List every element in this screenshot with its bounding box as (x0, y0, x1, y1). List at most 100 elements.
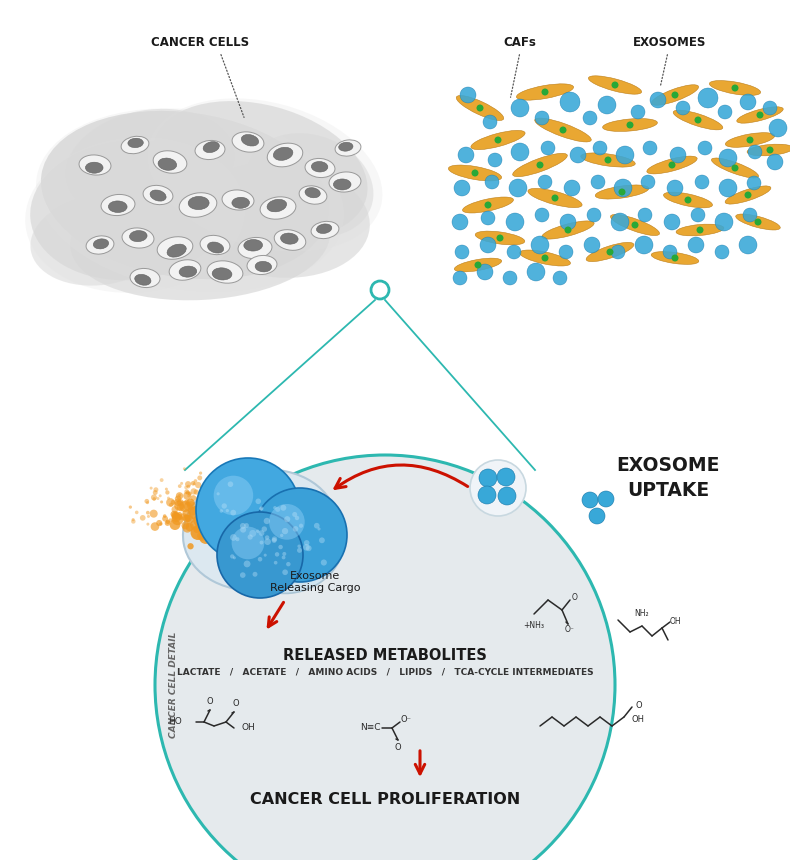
Circle shape (488, 153, 502, 167)
Circle shape (591, 175, 605, 189)
Ellipse shape (471, 131, 525, 150)
Ellipse shape (454, 258, 502, 272)
Circle shape (201, 518, 213, 529)
Circle shape (177, 499, 184, 506)
Text: LACTATE   /   ACETATE   /   AMINO ACIDS   /   LIPIDS   /   TCA-CYCLE INTERMEDIAT: LACTATE / ACETATE / AMINO ACIDS / LIPIDS… (177, 667, 593, 677)
Ellipse shape (267, 200, 287, 212)
Circle shape (319, 538, 325, 544)
Text: O⁻: O⁻ (565, 625, 575, 635)
Ellipse shape (595, 185, 649, 199)
Circle shape (265, 538, 271, 545)
Circle shape (483, 115, 497, 129)
Circle shape (748, 145, 762, 159)
Circle shape (535, 208, 549, 222)
Circle shape (211, 525, 220, 535)
Circle shape (201, 505, 208, 511)
Circle shape (507, 245, 521, 259)
Ellipse shape (651, 252, 699, 264)
Circle shape (193, 482, 196, 485)
Circle shape (227, 491, 231, 496)
Circle shape (194, 489, 199, 494)
Circle shape (255, 499, 261, 504)
Ellipse shape (85, 163, 103, 173)
Circle shape (195, 482, 201, 488)
Circle shape (129, 506, 132, 509)
Ellipse shape (122, 228, 154, 248)
Circle shape (132, 518, 135, 521)
Polygon shape (205, 490, 235, 540)
Circle shape (560, 214, 576, 230)
Circle shape (202, 507, 206, 512)
Circle shape (282, 556, 285, 559)
Circle shape (216, 522, 228, 533)
Ellipse shape (274, 230, 306, 250)
Ellipse shape (725, 132, 775, 147)
Circle shape (614, 179, 632, 197)
Circle shape (536, 162, 544, 169)
Circle shape (284, 516, 290, 522)
Ellipse shape (255, 261, 272, 272)
Circle shape (495, 137, 502, 144)
Ellipse shape (652, 85, 698, 105)
Circle shape (171, 513, 183, 525)
Circle shape (218, 494, 222, 498)
Circle shape (205, 480, 210, 484)
Ellipse shape (542, 221, 594, 239)
Circle shape (230, 517, 242, 529)
Circle shape (221, 499, 227, 505)
Circle shape (171, 513, 181, 522)
Circle shape (503, 271, 517, 285)
FancyArrowPatch shape (335, 465, 468, 488)
Ellipse shape (589, 76, 641, 95)
Circle shape (179, 494, 181, 497)
Ellipse shape (449, 165, 502, 181)
Circle shape (744, 192, 751, 199)
Circle shape (213, 506, 218, 511)
Circle shape (182, 522, 189, 530)
Circle shape (229, 519, 237, 527)
Ellipse shape (130, 268, 160, 287)
Circle shape (212, 526, 224, 538)
Circle shape (272, 538, 276, 543)
Circle shape (232, 538, 243, 548)
Circle shape (156, 497, 160, 500)
Text: HO: HO (168, 717, 182, 727)
Circle shape (616, 146, 634, 164)
Circle shape (472, 169, 479, 176)
Circle shape (183, 502, 192, 511)
Ellipse shape (317, 224, 332, 233)
Circle shape (480, 237, 496, 253)
Circle shape (506, 213, 524, 231)
Circle shape (292, 512, 297, 517)
Text: O: O (636, 701, 642, 710)
Circle shape (481, 211, 495, 225)
Circle shape (220, 519, 228, 526)
Circle shape (186, 515, 194, 524)
Circle shape (607, 249, 614, 255)
Circle shape (185, 481, 191, 488)
Ellipse shape (339, 142, 353, 151)
Circle shape (220, 509, 223, 513)
Circle shape (732, 84, 739, 91)
Circle shape (209, 522, 217, 531)
Circle shape (149, 510, 158, 518)
Circle shape (458, 147, 474, 163)
Ellipse shape (238, 237, 272, 259)
Circle shape (208, 525, 217, 535)
Ellipse shape (329, 172, 361, 192)
Circle shape (278, 544, 283, 550)
Circle shape (208, 509, 216, 518)
Ellipse shape (101, 194, 135, 216)
Circle shape (667, 180, 683, 196)
Ellipse shape (299, 186, 327, 204)
Text: O⁻: O⁻ (401, 716, 412, 724)
Circle shape (694, 116, 702, 124)
Circle shape (264, 554, 267, 556)
Circle shape (182, 514, 190, 522)
Circle shape (214, 491, 220, 498)
Ellipse shape (735, 214, 781, 230)
Text: EXOSOMES: EXOSOMES (634, 35, 707, 48)
Circle shape (321, 560, 327, 566)
Circle shape (156, 520, 162, 526)
Circle shape (619, 188, 626, 195)
